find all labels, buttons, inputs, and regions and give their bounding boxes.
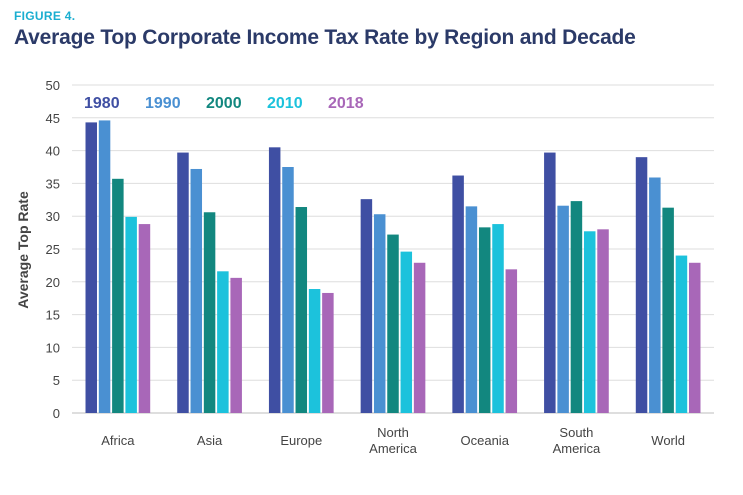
figure-label: FIGURE 4.: [14, 9, 76, 23]
bar-2000: [295, 207, 308, 413]
legend-entry-2018: 2018: [328, 95, 364, 112]
bar-2010: [400, 251, 413, 413]
bar-1980: [177, 152, 189, 413]
bar-1980: [268, 147, 281, 413]
y-tick-label: 15: [46, 308, 60, 323]
bar-2010: [583, 231, 596, 413]
x-axis-category-labels: Africa Asia EuropeNorthAmericaOceaniaSouth…: [101, 425, 685, 456]
x-category-label: North: [377, 425, 409, 440]
bar-2010: [492, 224, 504, 413]
x-category-label: America: [369, 441, 417, 456]
bar-1980: [635, 157, 648, 413]
x-category-label: Africa: [101, 433, 135, 448]
bar-2000: [387, 234, 399, 413]
x-category-label: Europe: [280, 433, 322, 448]
y-tick-label: 10: [46, 340, 60, 355]
bar-2018: [505, 269, 518, 413]
y-tick-label: 30: [46, 209, 60, 224]
bar-2010: [217, 271, 229, 413]
chart-title: Average Top Corporate Income Tax Rate by…: [14, 26, 636, 49]
y-tick-label: 25: [46, 242, 60, 257]
y-tick-label: 0: [53, 406, 60, 421]
bar-2000: [478, 227, 491, 413]
bar-1980: [360, 199, 373, 413]
y-tick-label: 5: [53, 373, 60, 388]
y-tick-label: 45: [46, 111, 60, 126]
bar-1990: [98, 120, 111, 413]
bar-2018: [230, 277, 242, 413]
bar-2018: [138, 224, 151, 413]
y-tick-label: 35: [46, 176, 60, 191]
legend-entry-1990: 1990: [145, 95, 181, 112]
bar-1980: [452, 175, 464, 413]
x-category-label: World: [651, 433, 685, 448]
bar-2010: [125, 216, 137, 413]
x-category-label: Asia: [197, 433, 223, 448]
bar-1990: [649, 177, 661, 413]
bar-1990: [373, 214, 386, 413]
x-category-label: America: [553, 441, 601, 456]
y-axis-label: Average Top Rate: [15, 191, 31, 309]
x-category-label: Oceania: [461, 433, 510, 448]
legend-entry-2010: 2010: [267, 95, 303, 112]
x-category-label: South: [559, 425, 593, 440]
bars: [85, 120, 701, 413]
bar-2000: [662, 207, 674, 413]
y-tick-label: 40: [46, 144, 60, 159]
bar-1980: [85, 122, 98, 413]
y-axis-tick-labels: 0 5 10 15 20 25 30 35 40 45 50: [46, 78, 60, 421]
bar-2000: [112, 178, 124, 413]
bar-2018: [688, 262, 701, 413]
legend-entry-1980: 1980: [84, 95, 120, 112]
bar-2018: [413, 262, 426, 413]
y-tick-label: 50: [46, 78, 60, 93]
bar-1990: [282, 167, 294, 413]
bar-2018: [597, 229, 609, 413]
legend-entry-2000: 2000: [206, 95, 242, 112]
bar-2000: [570, 201, 583, 413]
bar-1990: [190, 168, 203, 413]
bar-2000: [203, 212, 216, 413]
bar-2018: [322, 292, 334, 413]
bar-2010: [308, 289, 321, 413]
legend: 1980 1990 2000 2010 2018: [84, 95, 364, 112]
bar-1990: [465, 206, 478, 413]
y-tick-label: 20: [46, 275, 60, 290]
bar-1980: [544, 152, 556, 413]
bar-2010: [675, 255, 688, 413]
bar-1990: [557, 205, 569, 413]
